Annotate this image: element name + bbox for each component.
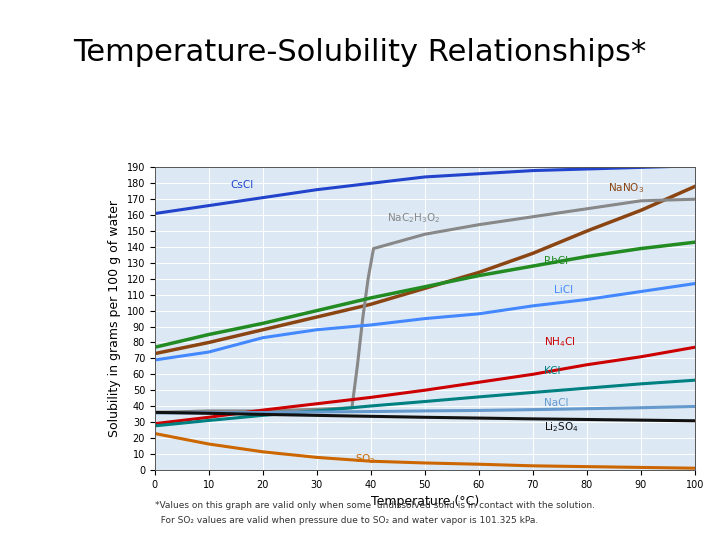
Text: CsCl: CsCl	[230, 180, 253, 190]
Text: NH$_4$Cl: NH$_4$Cl	[544, 335, 575, 349]
Text: SO$_2$: SO$_2$	[355, 452, 375, 465]
Text: NaNO$_3$: NaNO$_3$	[608, 181, 644, 195]
X-axis label: Temperature (°C): Temperature (°C)	[371, 495, 479, 508]
Text: RbCl: RbCl	[544, 256, 568, 266]
Y-axis label: Solubility in grams per 100 g of water: Solubility in grams per 100 g of water	[108, 200, 121, 437]
Text: NaCl: NaCl	[544, 398, 568, 408]
Text: *Values on this graph are valid only when some  undissolved solid is in contact : *Values on this graph are valid only whe…	[155, 501, 595, 510]
Text: For SO₂ values are valid when pressure due to SO₂ and water vapor is 101.325 kPa: For SO₂ values are valid when pressure d…	[155, 516, 538, 525]
Text: LiCl: LiCl	[554, 285, 574, 295]
Text: KCl: KCl	[544, 366, 560, 376]
Text: Temperature-Solubility Relationships*: Temperature-Solubility Relationships*	[73, 38, 647, 67]
Text: Li$_2$SO$_4$: Li$_2$SO$_4$	[544, 420, 578, 434]
Text: NaC$_2$H$_3$O$_2$: NaC$_2$H$_3$O$_2$	[387, 212, 441, 225]
